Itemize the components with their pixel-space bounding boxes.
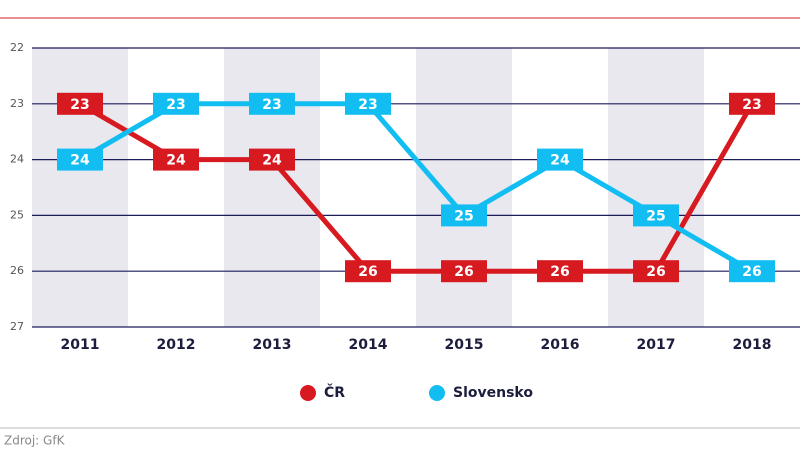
data-label: 26 [550, 264, 569, 280]
data-marker [153, 148, 199, 171]
data-marker [57, 148, 103, 171]
data-label: 24 [70, 153, 90, 169]
data-marker [633, 204, 679, 227]
band-shade [608, 48, 704, 327]
legend-label: ČR [324, 383, 345, 401]
x-tick-label: 2016 [541, 337, 580, 353]
data-marker [537, 260, 583, 283]
y-tick-label: 23 [10, 97, 24, 110]
data-label: 26 [358, 264, 377, 280]
data-label: 26 [646, 264, 665, 280]
y-tick-label: 26 [10, 264, 24, 277]
x-tick-label: 2018 [733, 337, 772, 353]
y-tick-label: 25 [10, 208, 24, 221]
data-marker [537, 148, 583, 171]
data-marker [249, 92, 295, 115]
data-marker [729, 92, 775, 115]
x-tick-label: 2012 [157, 337, 196, 353]
x-tick-label: 2015 [445, 337, 484, 353]
legend-label: Slovensko [453, 385, 533, 401]
data-label: 25 [646, 208, 665, 224]
data-label: 26 [742, 264, 761, 280]
data-marker [441, 204, 487, 227]
data-marker [729, 260, 775, 283]
band-shade [32, 48, 128, 327]
y-tick-label: 24 [10, 153, 24, 166]
band-shade [416, 48, 512, 327]
data-marker [633, 260, 679, 283]
data-label: 26 [454, 264, 473, 280]
data-label: 24 [166, 153, 186, 169]
legend-swatch [429, 385, 445, 401]
data-label: 23 [262, 97, 281, 113]
y-tick-label: 27 [10, 320, 24, 333]
x-tick-label: 2014 [349, 337, 388, 353]
data-label: 23 [358, 97, 377, 113]
data-label: 23 [166, 97, 185, 113]
data-label: 24 [550, 153, 570, 169]
data-marker [153, 92, 199, 115]
data-label: 25 [454, 208, 473, 224]
data-marker [249, 148, 295, 171]
data-marker [57, 92, 103, 115]
data-label: 24 [262, 153, 282, 169]
x-tick-label: 2013 [253, 337, 292, 353]
x-tick-label: 2011 [61, 337, 100, 353]
x-tick-label: 2017 [637, 337, 676, 353]
legend-swatch [300, 385, 316, 401]
data-marker [345, 260, 391, 283]
source: Zdroj: GfK [4, 434, 66, 448]
data-label: 23 [70, 97, 89, 113]
y-tick-label: 22 [10, 41, 24, 54]
data-label: 23 [742, 97, 761, 113]
data-marker [441, 260, 487, 283]
band-shade [224, 48, 320, 327]
data-marker [345, 92, 391, 115]
